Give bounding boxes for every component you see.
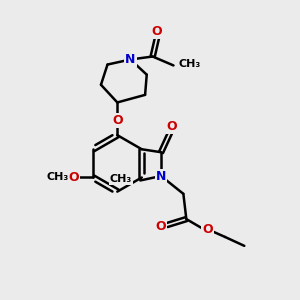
- Text: O: O: [166, 121, 177, 134]
- Text: CH₃: CH₃: [179, 59, 201, 69]
- Text: O: O: [112, 114, 123, 127]
- Text: O: O: [156, 220, 167, 233]
- Text: N: N: [125, 53, 136, 66]
- Text: N: N: [156, 169, 166, 182]
- Text: O: O: [202, 223, 213, 236]
- Text: CH₃: CH₃: [110, 174, 132, 184]
- Text: O: O: [152, 26, 162, 38]
- Text: CH₃: CH₃: [46, 172, 68, 182]
- Text: O: O: [68, 171, 79, 184]
